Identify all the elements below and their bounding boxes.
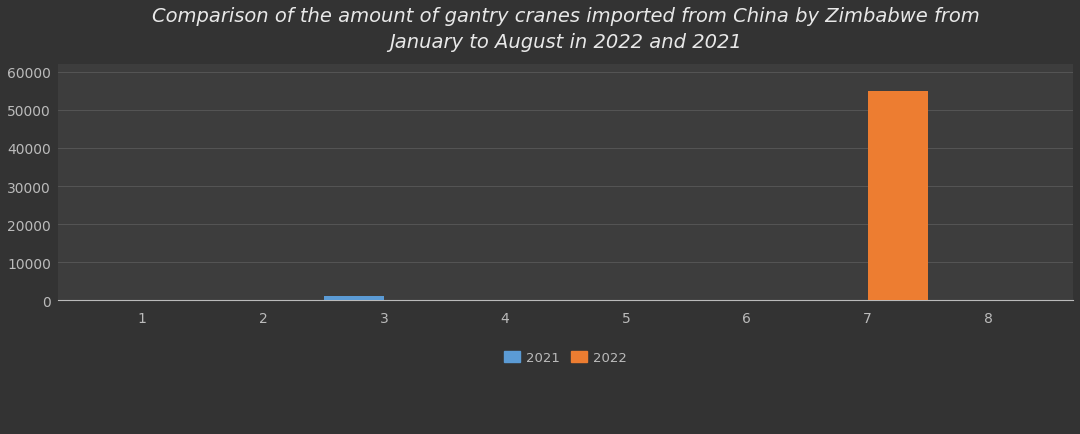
Legend: 2021, 2022: 2021, 2022 [499, 346, 632, 369]
Title: Comparison of the amount of gantry cranes imported from China by Zimbabwe from
J: Comparison of the amount of gantry crane… [151, 7, 980, 53]
Bar [867, 92, 928, 301]
Bar [324, 296, 384, 301]
